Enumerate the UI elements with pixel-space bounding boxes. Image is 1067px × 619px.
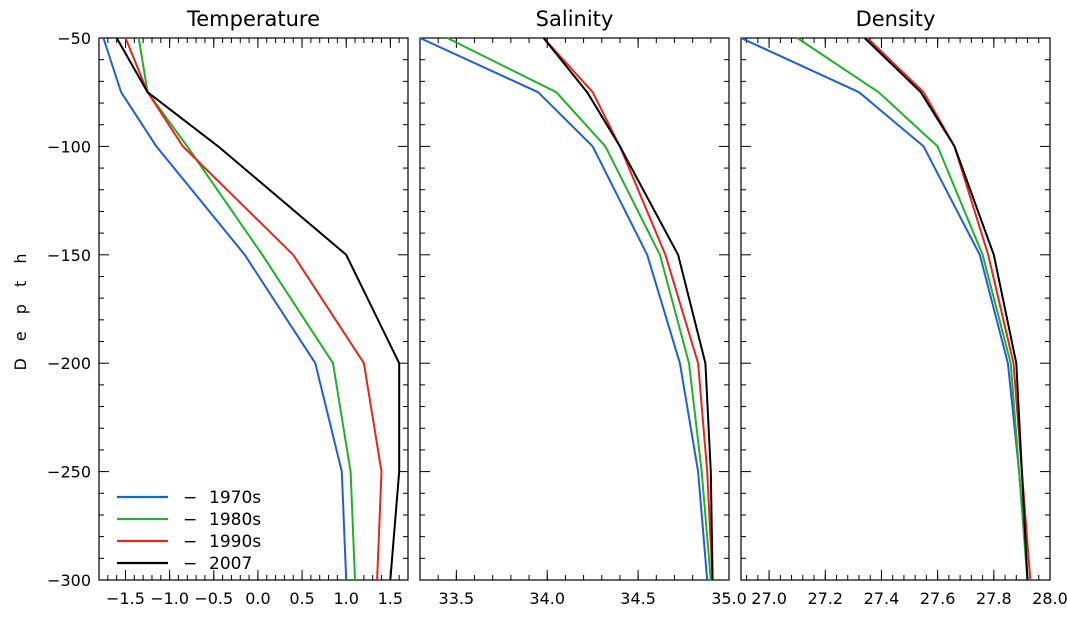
x-tick-label: 27.6 bbox=[920, 589, 956, 608]
y-tick-label: −300 bbox=[47, 571, 91, 590]
y-axis-label: D e p t h bbox=[11, 247, 30, 370]
series-layer bbox=[102, 37, 1032, 581]
legend-dash: − bbox=[183, 532, 197, 552]
labels-layer: −1.5 −1.0 −0.5 0.0 0.5 1.0 1.5Temperature−50−1… bbox=[11, 7, 1067, 608]
legend-dash: − bbox=[183, 510, 197, 530]
x-tick-label: 27.0 bbox=[751, 589, 787, 608]
plot-frame-2 bbox=[740, 37, 1051, 581]
x-tick-label: −1.0 bbox=[150, 589, 189, 608]
x-tick-label: 1.5 bbox=[378, 589, 403, 608]
series-line-temperature-1970s bbox=[102, 37, 348, 581]
y-tick-label: −150 bbox=[47, 246, 91, 265]
series-line-salinity-1990s bbox=[542, 37, 714, 581]
legend-label-1990s: 1990s bbox=[209, 532, 261, 552]
x-tick-label: 27.8 bbox=[976, 589, 1012, 608]
x-tick-label: 27.4 bbox=[864, 589, 900, 608]
x-tick-label: 35.0 bbox=[711, 589, 747, 608]
x-tick-label: 33.5 bbox=[439, 589, 475, 608]
legend-dash: − bbox=[183, 488, 197, 508]
series-line-temperature-2007 bbox=[115, 37, 401, 581]
x-tick-label: −0.5 bbox=[194, 589, 233, 608]
legend-label-2007: 2007 bbox=[209, 554, 252, 574]
x-tick-label: 1.0 bbox=[333, 589, 358, 608]
y-tick-label: −250 bbox=[47, 463, 91, 482]
series-line-density-1970s bbox=[740, 37, 1029, 581]
y-tick-label: −100 bbox=[47, 137, 91, 156]
x-tick-label: 34.0 bbox=[529, 589, 565, 608]
x-tick-label: 27.2 bbox=[807, 589, 843, 608]
x-tick-label: 34.5 bbox=[620, 589, 656, 608]
series-line-density-2007 bbox=[863, 37, 1029, 581]
legend: −1970s− 1980s− 1990s− 2007 bbox=[117, 488, 261, 574]
x-tick-label: 28.0 bbox=[1032, 589, 1067, 608]
plot-frame-1 bbox=[419, 37, 730, 581]
series-line-salinity-1980s bbox=[446, 37, 712, 581]
legend-label-1980s: 1980s bbox=[209, 510, 261, 530]
legend-label-1970s: 1970s bbox=[209, 488, 261, 508]
y-tick-label: −200 bbox=[47, 354, 91, 373]
series-line-density-1980s bbox=[796, 37, 1029, 581]
panel-title-temperature: Temperature bbox=[186, 7, 320, 31]
legend-dash: − bbox=[183, 554, 197, 574]
x-tick-label: 0.5 bbox=[289, 589, 314, 608]
x-tick-label: −1.5 bbox=[106, 589, 145, 608]
series-line-salinity-1970s bbox=[419, 37, 709, 581]
panel-title-density: Density bbox=[856, 7, 936, 31]
panel-title-salinity: Salinity bbox=[536, 7, 614, 31]
plot-frame-0 bbox=[98, 37, 409, 581]
y-tick-label: −50 bbox=[57, 29, 91, 48]
x-tick-label: 0.0 bbox=[245, 589, 270, 608]
series-line-salinity-2007 bbox=[542, 37, 714, 581]
